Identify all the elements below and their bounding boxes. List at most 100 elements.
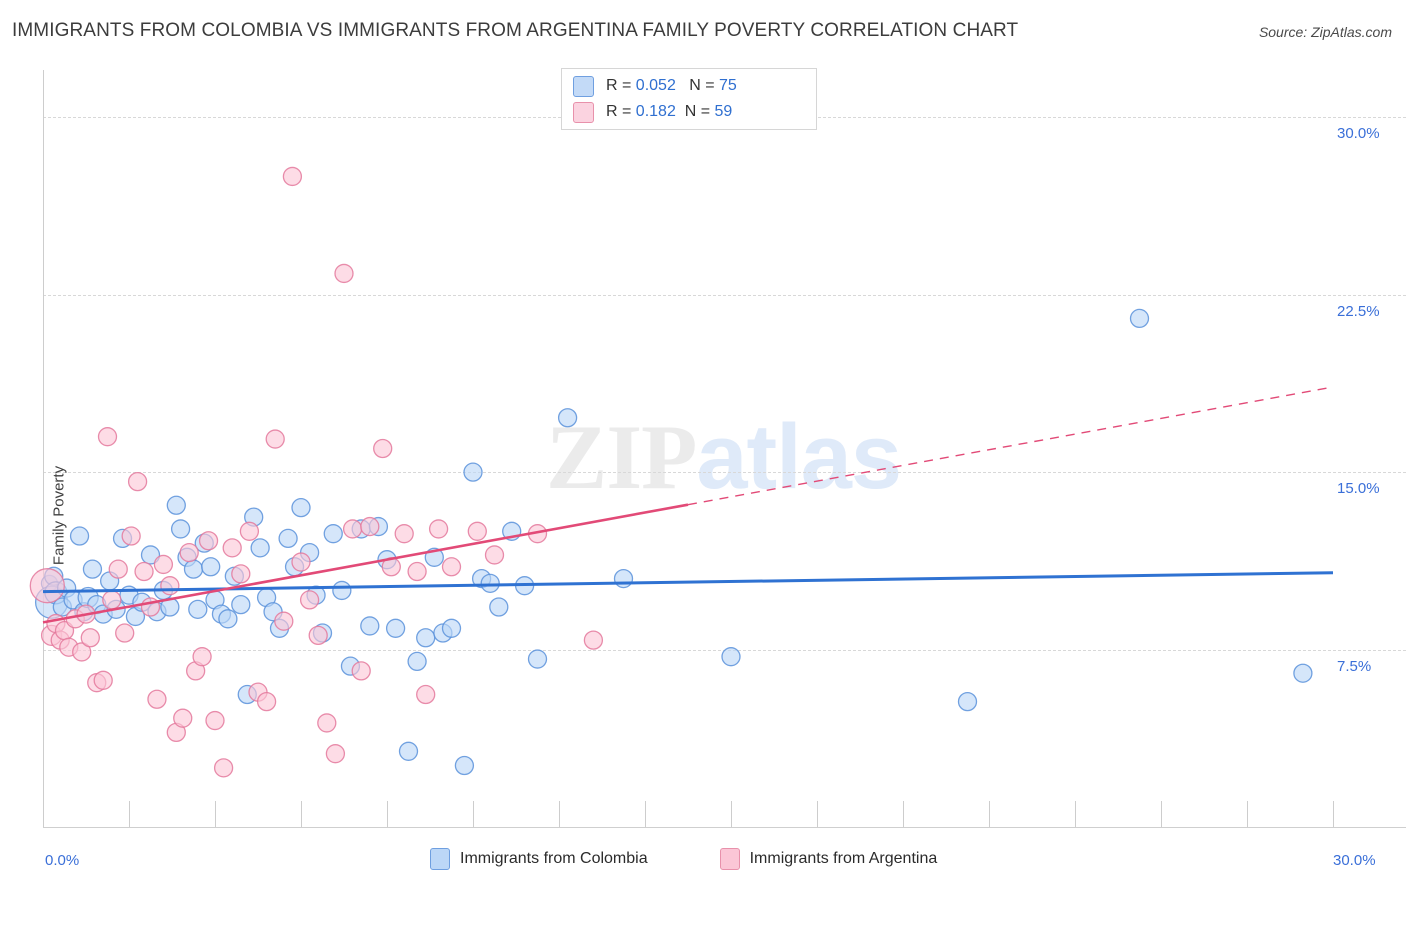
y-axis-tick-label: 30.0% <box>1337 125 1380 143</box>
legend-row-colombia: R = 0.052 N = 75 <box>573 73 737 99</box>
data-point <box>278 528 298 549</box>
data-point <box>385 618 406 638</box>
data-point <box>205 710 225 731</box>
x-axis-tick <box>1247 801 1248 827</box>
data-point <box>428 519 449 539</box>
data-point <box>351 661 371 681</box>
data-point <box>398 741 419 761</box>
series-swatch-colombia <box>430 848 450 870</box>
legend-row-argentina: R = 0.182 N = 59 <box>573 99 732 125</box>
x-axis-label-max: 30.0% <box>1333 852 1376 869</box>
data-point <box>454 755 475 776</box>
legend-stats-pink: R = 0.182 N = 59 <box>606 103 733 120</box>
page-title: IMMIGRANTS FROM COLOMBIA VS IMMIGRANTS F… <box>12 20 1019 41</box>
x-axis-tick <box>645 801 646 827</box>
data-point <box>183 559 204 579</box>
x-axis-tick <box>1333 801 1334 827</box>
data-point <box>173 708 193 728</box>
data-point <box>153 554 174 575</box>
correlation-legend: R = 0.052 N = 75 R = 0.182 N = 59 <box>561 68 817 130</box>
x-axis-tick <box>1075 801 1076 827</box>
data-point <box>308 625 328 646</box>
data-point <box>441 557 462 577</box>
source-label: Source: ZipAtlas.com <box>1258 24 1392 40</box>
data-point <box>467 521 487 541</box>
x-axis-tick <box>43 70 44 827</box>
data-point <box>256 691 277 712</box>
x-axis-tick <box>989 801 990 827</box>
data-point <box>250 538 270 558</box>
data-point <box>282 166 303 187</box>
data-point <box>274 611 294 631</box>
x-axis-tick <box>215 801 216 827</box>
data-point <box>115 623 135 643</box>
legend-swatch-blue <box>573 75 594 97</box>
x-axis-tick <box>301 801 302 827</box>
data-point <box>127 471 148 492</box>
data-point <box>265 429 285 449</box>
legend-swatch-pink <box>573 101 594 123</box>
data-point <box>527 649 548 669</box>
data-point <box>441 618 462 638</box>
data-point <box>72 642 92 662</box>
data-point <box>291 552 311 572</box>
data-point <box>218 609 238 629</box>
x-axis-tick <box>817 801 818 827</box>
data-point <box>334 263 354 284</box>
data-point <box>291 497 311 518</box>
data-point <box>1293 663 1313 683</box>
data-point <box>394 524 414 544</box>
gridline <box>43 472 1406 474</box>
data-point <box>69 526 90 546</box>
data-point <box>102 590 122 610</box>
data-point <box>147 689 167 709</box>
data-point <box>416 628 436 648</box>
series-swatch-argentina <box>719 848 740 870</box>
data-point <box>323 524 343 544</box>
data-point <box>198 531 219 551</box>
x-axis-tick <box>731 801 732 827</box>
data-point <box>489 597 509 617</box>
data-point <box>140 545 161 565</box>
x-axis-tick <box>1161 801 1162 827</box>
series-label-colombia: Immigrants from Colombia <box>460 850 648 867</box>
data-point <box>407 561 427 582</box>
series-legend-item-colombia[interactable]: Immigrants from Colombia <box>430 848 648 870</box>
data-point <box>407 651 427 672</box>
data-point <box>721 647 741 667</box>
data-point <box>160 576 180 596</box>
scatter-layer <box>29 166 1334 778</box>
data-point <box>583 630 604 650</box>
y-axis-tick-label: 22.5% <box>1337 302 1380 320</box>
x-axis-tick <box>903 801 904 827</box>
data-point <box>1129 308 1150 329</box>
x-axis-line <box>43 827 1406 828</box>
trend-line-dashed <box>687 386 1334 506</box>
data-point <box>213 758 234 778</box>
x-axis-tick <box>559 801 560 827</box>
data-point <box>299 590 320 610</box>
data-point <box>170 519 191 539</box>
x-axis-tick <box>129 801 130 827</box>
series-immigrants-from-argentina <box>29 166 604 778</box>
data-point <box>166 495 186 515</box>
data-point <box>342 519 363 539</box>
series-legend-item-argentina[interactable]: Immigrants from Argentina <box>719 848 938 870</box>
trend-line-solid <box>42 503 689 624</box>
data-point <box>231 564 251 584</box>
data-point <box>188 599 208 620</box>
data-point <box>29 568 65 604</box>
data-point <box>360 516 380 537</box>
data-point <box>484 545 505 565</box>
data-point <box>134 561 154 582</box>
series-label-argentina: Immigrants from Argentina <box>749 850 938 867</box>
data-point <box>80 628 100 648</box>
data-point <box>121 526 141 546</box>
x-axis-tick <box>387 801 388 827</box>
data-point <box>192 647 212 667</box>
data-point <box>463 462 483 482</box>
data-point <box>360 616 380 636</box>
series-legend: Immigrants from Colombia Immigrants from… <box>430 848 937 870</box>
data-point <box>179 542 199 563</box>
legend-stats-blue: R = 0.052 N = 75 <box>606 77 737 94</box>
